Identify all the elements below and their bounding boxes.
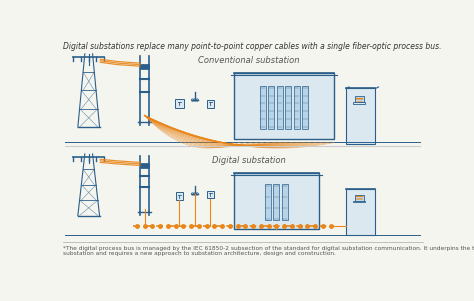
Bar xyxy=(175,192,183,200)
Bar xyxy=(234,173,319,229)
Bar xyxy=(207,100,214,108)
Bar xyxy=(143,64,146,69)
Bar xyxy=(264,184,271,220)
Bar xyxy=(175,99,184,108)
Bar xyxy=(346,88,375,144)
Bar xyxy=(234,73,334,138)
Bar xyxy=(146,163,149,168)
Bar xyxy=(277,86,283,129)
Bar xyxy=(294,86,300,129)
Text: Conventional substation: Conventional substation xyxy=(199,56,300,65)
Text: Digital substation: Digital substation xyxy=(212,156,286,165)
Bar xyxy=(273,184,279,220)
Bar xyxy=(353,201,365,203)
Bar xyxy=(207,191,214,198)
Bar xyxy=(355,195,364,201)
Bar xyxy=(268,86,274,129)
Text: *The digital process bus is managed by the IEC 61850-2 subsection of the standar: *The digital process bus is managed by t… xyxy=(63,246,474,256)
Bar xyxy=(140,64,143,69)
Bar xyxy=(355,96,364,102)
Bar xyxy=(353,102,365,104)
Bar xyxy=(260,86,266,129)
Bar xyxy=(282,184,288,220)
Bar xyxy=(146,64,149,69)
Bar xyxy=(302,86,309,129)
Bar xyxy=(285,86,292,129)
Bar xyxy=(140,163,143,168)
Text: Digital substations replace many point-to-point copper cables with a single fibe: Digital substations replace many point-t… xyxy=(63,42,442,51)
Bar xyxy=(346,189,375,235)
Bar xyxy=(143,163,146,168)
